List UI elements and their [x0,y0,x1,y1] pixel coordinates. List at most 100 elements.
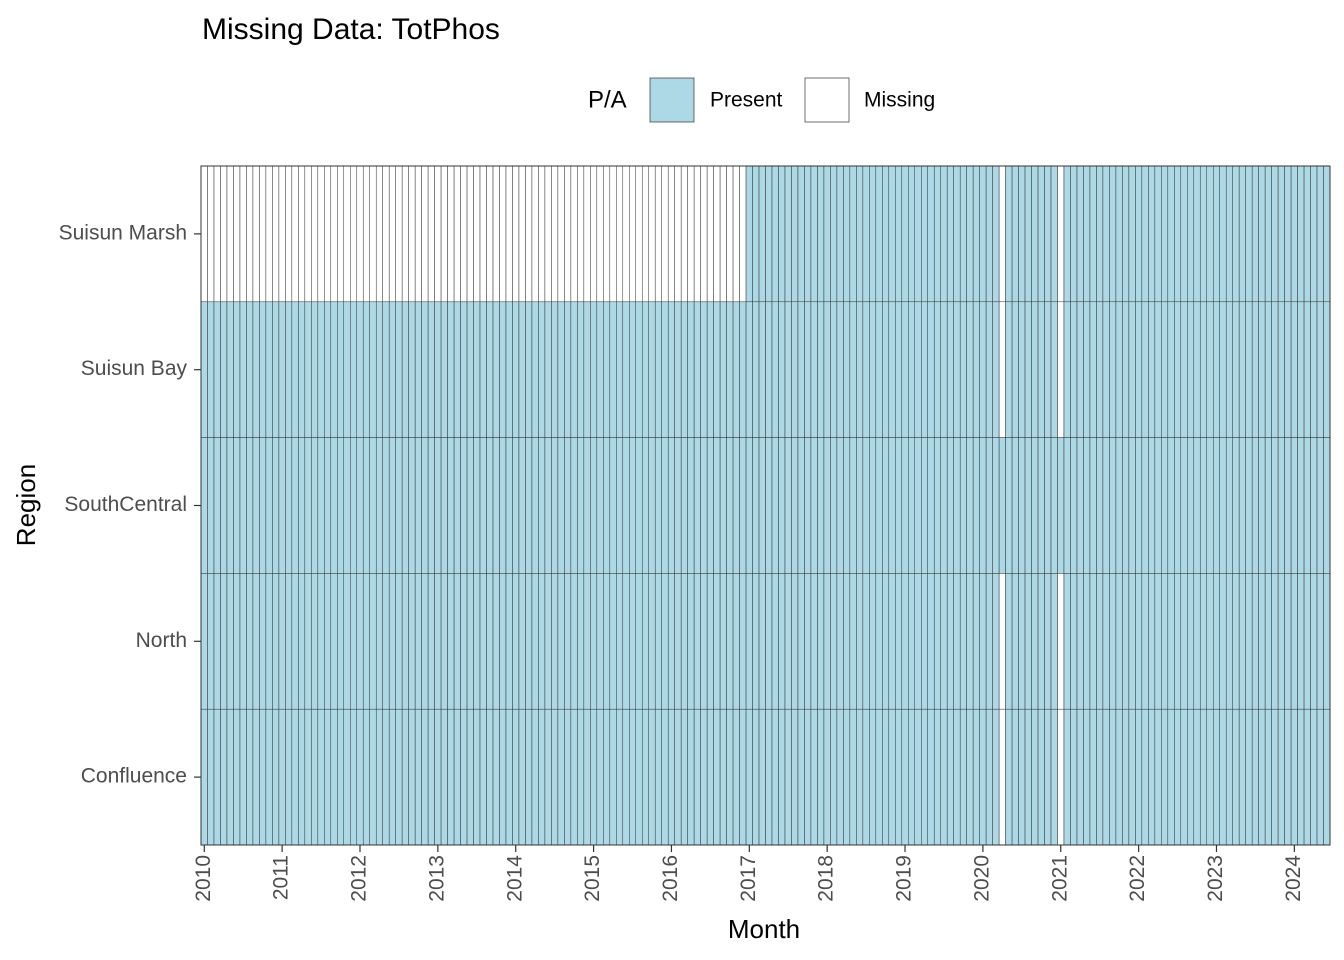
tile [687,573,695,710]
tile [564,165,572,303]
tile [693,708,701,846]
tile [499,573,507,710]
tile [551,573,559,710]
legend: Present Missing [649,77,935,123]
tile [298,573,306,710]
tile [278,301,286,438]
tile [207,165,215,303]
tile [713,573,721,710]
tile [596,437,604,574]
tile [233,437,241,574]
tile [700,708,708,846]
tile [1297,437,1305,574]
tile [836,301,844,438]
tile [408,573,416,710]
tile [544,301,552,438]
tile [453,165,461,303]
tile [882,573,890,710]
tile [719,708,727,846]
tile [901,573,909,710]
tile [544,437,552,574]
tile [732,301,740,438]
tile [654,437,662,574]
tile [577,708,585,846]
tile [940,165,948,303]
tile [382,437,390,574]
tile [596,165,604,303]
tile [674,165,682,303]
tile [324,573,332,710]
tile [395,708,403,846]
tile [272,708,280,846]
tile [1148,708,1156,846]
tile [758,437,766,574]
tile [401,437,409,574]
tile [862,573,870,710]
tile [1277,165,1285,303]
tile [1128,301,1136,438]
tile [239,165,247,303]
tile [492,301,500,438]
tile [914,301,922,438]
tile [460,165,468,303]
tile [1174,301,1182,438]
tile [849,301,857,438]
tile [1076,165,1084,303]
tile [311,165,319,303]
tile [401,301,409,438]
tile [823,708,831,846]
tile [940,573,948,710]
tile [953,165,961,303]
tile [1323,437,1331,574]
tile [946,301,954,438]
tile [421,301,429,438]
tile [1031,165,1039,303]
tile [739,165,747,303]
tile [713,165,721,303]
tile [901,301,909,438]
tile [388,165,396,303]
tile [1115,301,1123,438]
tile [226,573,234,710]
tile [382,165,390,303]
tile [1212,165,1220,303]
tile [1193,573,1201,710]
tile [382,573,390,710]
tile [1277,301,1285,438]
tile [641,708,649,846]
tile [1037,437,1045,574]
tile [362,301,370,438]
tile [1310,301,1318,438]
tile [875,573,883,710]
x-tick-label: 2018 [815,855,838,902]
tile [1290,437,1298,574]
tile [966,437,974,574]
tile [979,437,987,574]
tile [921,165,928,303]
tile [1128,708,1136,846]
tile [239,573,247,710]
tile [953,301,961,438]
tile [200,165,208,303]
tile [869,165,877,303]
tile [252,708,260,846]
tile [1225,573,1233,710]
tile [778,165,786,303]
tile [1284,708,1292,846]
tile [1037,573,1045,710]
tile [603,301,611,438]
tile [1238,165,1246,303]
tile [726,437,734,574]
tile [1225,437,1233,574]
tile [817,301,825,438]
x-tick-label: 2010 [192,855,215,902]
tile [557,573,565,710]
tile [927,708,935,846]
tile [272,165,280,303]
tile [1037,165,1045,303]
tile [661,437,669,574]
tile [213,437,221,574]
tile [395,165,403,303]
tile [492,573,500,710]
tile [362,165,370,303]
